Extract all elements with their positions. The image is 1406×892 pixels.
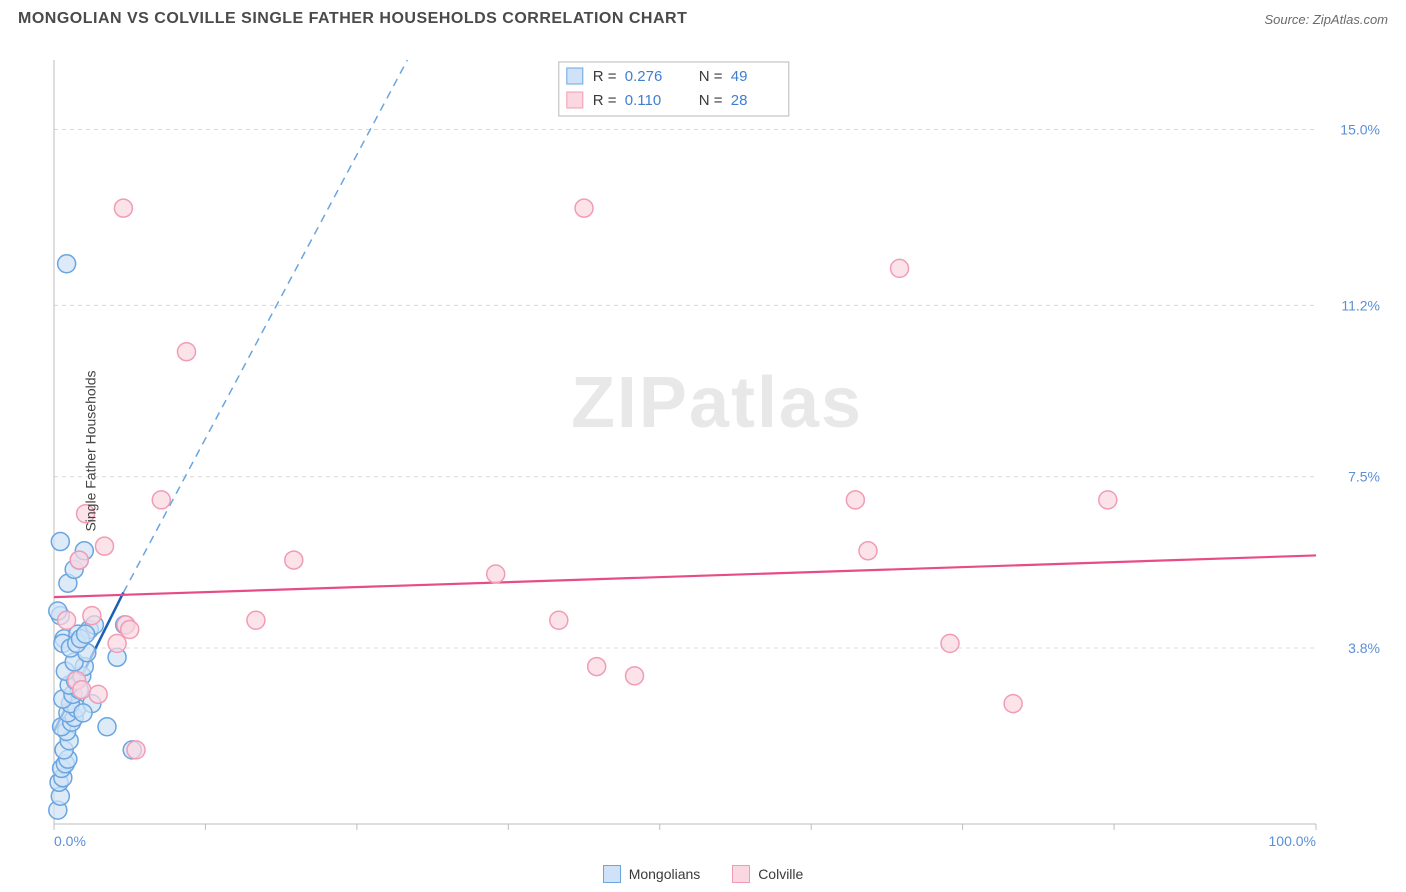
data-point — [51, 533, 69, 551]
data-point — [285, 551, 303, 569]
legend-item-mongolians: Mongolians — [603, 865, 701, 883]
legend-item-colville: Colville — [732, 865, 803, 883]
y-tick-label: 15.0% — [1340, 121, 1380, 137]
stat-r-label: R = — [593, 68, 617, 85]
x-tick-label: 100.0% — [1269, 833, 1316, 849]
stat-r-value: 0.276 — [625, 68, 663, 85]
data-point — [95, 537, 113, 555]
x-tick-label: 0.0% — [54, 833, 86, 849]
stat-r-value: 0.110 — [625, 92, 661, 109]
y-tick-label: 3.8% — [1348, 640, 1380, 656]
swatch-icon — [567, 92, 583, 108]
data-point — [58, 611, 76, 629]
data-point — [846, 491, 864, 509]
data-point — [152, 491, 170, 509]
y-tick-label: 7.5% — [1348, 469, 1380, 485]
data-point — [859, 542, 877, 560]
stat-r-label: R = — [593, 92, 617, 109]
legend-bottom: Mongolians Colville — [0, 865, 1406, 886]
data-point — [941, 634, 959, 652]
data-point — [70, 551, 88, 569]
data-point — [98, 718, 116, 736]
trend-line-colville — [54, 555, 1316, 597]
data-point — [74, 704, 92, 722]
watermark: ZIPatlas — [571, 363, 863, 443]
legend-label: Colville — [758, 866, 803, 882]
data-point — [626, 667, 644, 685]
data-point — [58, 255, 76, 273]
data-point — [83, 607, 101, 625]
data-point — [550, 611, 568, 629]
legend-label: Mongolians — [629, 866, 701, 882]
plot-area: Single Father Households 3.8% 7.5% 11.2% 15… — [48, 50, 1386, 852]
scatter-plot: 3.8% 7.5% 11.2% 15.0% 0.0% 100.0% ZIPatlas R = 0… — [48, 50, 1386, 852]
stat-n-label: N = — [699, 92, 723, 109]
data-point — [73, 681, 91, 699]
data-point — [588, 658, 606, 676]
y-tick-label: 11.2% — [1341, 297, 1380, 313]
stat-n-label: N = — [699, 68, 723, 85]
trend-extension-mongolians — [123, 60, 407, 592]
stat-n-value: 49 — [731, 68, 748, 85]
y-axis-label: Single Father Households — [83, 370, 99, 531]
source-attribution: Source: ZipAtlas.com — [1264, 12, 1388, 27]
data-point — [108, 634, 126, 652]
data-point — [247, 611, 265, 629]
data-point — [891, 259, 909, 277]
swatch-icon — [732, 865, 750, 883]
data-point — [127, 741, 145, 759]
data-point — [575, 199, 593, 217]
swatch-icon — [603, 865, 621, 883]
data-point — [121, 621, 139, 639]
stat-n-value: 28 — [731, 92, 748, 109]
data-point — [114, 199, 132, 217]
chart-title: MONGOLIAN VS COLVILLE SINGLE FATHER HOUS… — [18, 10, 687, 27]
data-point — [1099, 491, 1117, 509]
data-point — [1004, 695, 1022, 713]
data-point — [77, 625, 95, 643]
data-point — [89, 685, 107, 703]
data-point — [487, 565, 505, 583]
swatch-icon — [567, 68, 583, 84]
data-point — [178, 343, 196, 361]
